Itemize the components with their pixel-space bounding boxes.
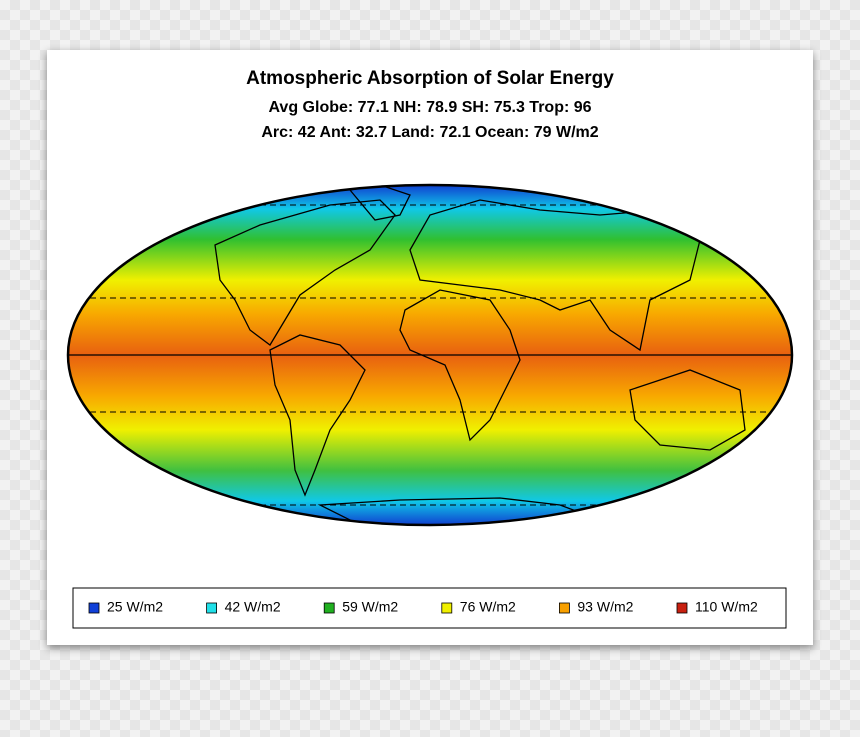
legend-label: 42 W/m2 xyxy=(225,599,281,615)
stats-line: Arc: 42 Ant: 32.7 Land: 72.1 Ocean: 79 W… xyxy=(261,124,598,141)
legend-swatch xyxy=(323,602,335,614)
legend-label: 76 W/m2 xyxy=(460,599,516,615)
legend-swatch xyxy=(206,602,218,614)
legend-label: 25 W/m2 xyxy=(107,599,163,615)
legend-label: 93 W/m2 xyxy=(577,599,633,615)
legend-swatch xyxy=(88,602,100,614)
legend-label: 59 W/m2 xyxy=(342,599,398,615)
stats-line: Avg Globe: 77.1 NH: 78.9 SH: 75.3 Trop: … xyxy=(268,99,591,116)
legend-swatch xyxy=(559,602,570,614)
map-title: Atmospheric Absorption of Solar Energy xyxy=(246,68,614,89)
legend-swatch xyxy=(676,602,688,614)
legend xyxy=(72,587,787,629)
globe-outline xyxy=(66,183,794,527)
legend-swatch xyxy=(441,602,453,614)
legend-label: 110 W/m2 xyxy=(695,599,758,615)
